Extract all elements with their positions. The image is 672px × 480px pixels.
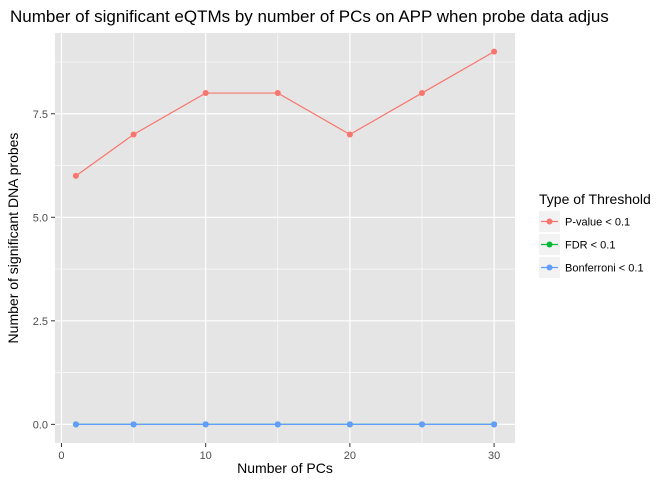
x-tick-label: 30 <box>488 450 500 462</box>
legend-items: P-value < 0.1 FDR < 0.1 Bonferroni < 0.1 <box>539 211 644 278</box>
legend-title: Type of Threshold <box>539 191 651 207</box>
data-point <box>202 90 209 97</box>
plot-panel <box>55 33 515 443</box>
x-tick-label: 10 <box>200 450 212 462</box>
legend-key-point <box>546 218 553 225</box>
legend-label: Bonferroni < 0.1 <box>565 263 644 275</box>
data-point <box>274 421 281 428</box>
legend: Type of Threshold P-value < 0.1 FDR < 0.1… <box>539 191 651 278</box>
legend-label: P-value < 0.1 <box>565 217 630 229</box>
legend-key-point <box>546 264 553 271</box>
data-point <box>202 421 209 428</box>
data-point <box>346 131 353 138</box>
chart-title: Number of significant eQTMs by number of… <box>10 7 609 26</box>
data-point <box>491 421 498 428</box>
y-tick-label: 7.5 <box>33 109 48 121</box>
data-point <box>418 90 425 97</box>
x-axis: 0 10 20 30 <box>58 443 500 462</box>
x-axis-title: Number of PCs <box>237 460 333 476</box>
y-axis: 0.0 2.5 5.0 7.5 <box>33 109 55 431</box>
x-tick-label: 20 <box>344 450 356 462</box>
y-tick-label: 5.0 <box>33 212 48 224</box>
legend-label: FDR < 0.1 <box>565 240 615 252</box>
data-point <box>72 421 79 428</box>
series-layer <box>72 48 498 428</box>
y-tick-label: 0.0 <box>33 419 48 431</box>
data-point <box>130 131 137 138</box>
minor-gridlines <box>55 33 515 443</box>
legend-key-point <box>546 241 553 248</box>
data-point <box>130 421 137 428</box>
data-point <box>72 172 79 179</box>
data-point <box>274 90 281 97</box>
data-point <box>418 421 425 428</box>
data-point <box>346 421 353 428</box>
data-point <box>491 48 498 55</box>
y-tick-label: 2.5 <box>33 316 48 328</box>
x-tick-label: 0 <box>58 450 64 462</box>
y-axis-title: Number of significant DNA probes <box>5 133 21 344</box>
